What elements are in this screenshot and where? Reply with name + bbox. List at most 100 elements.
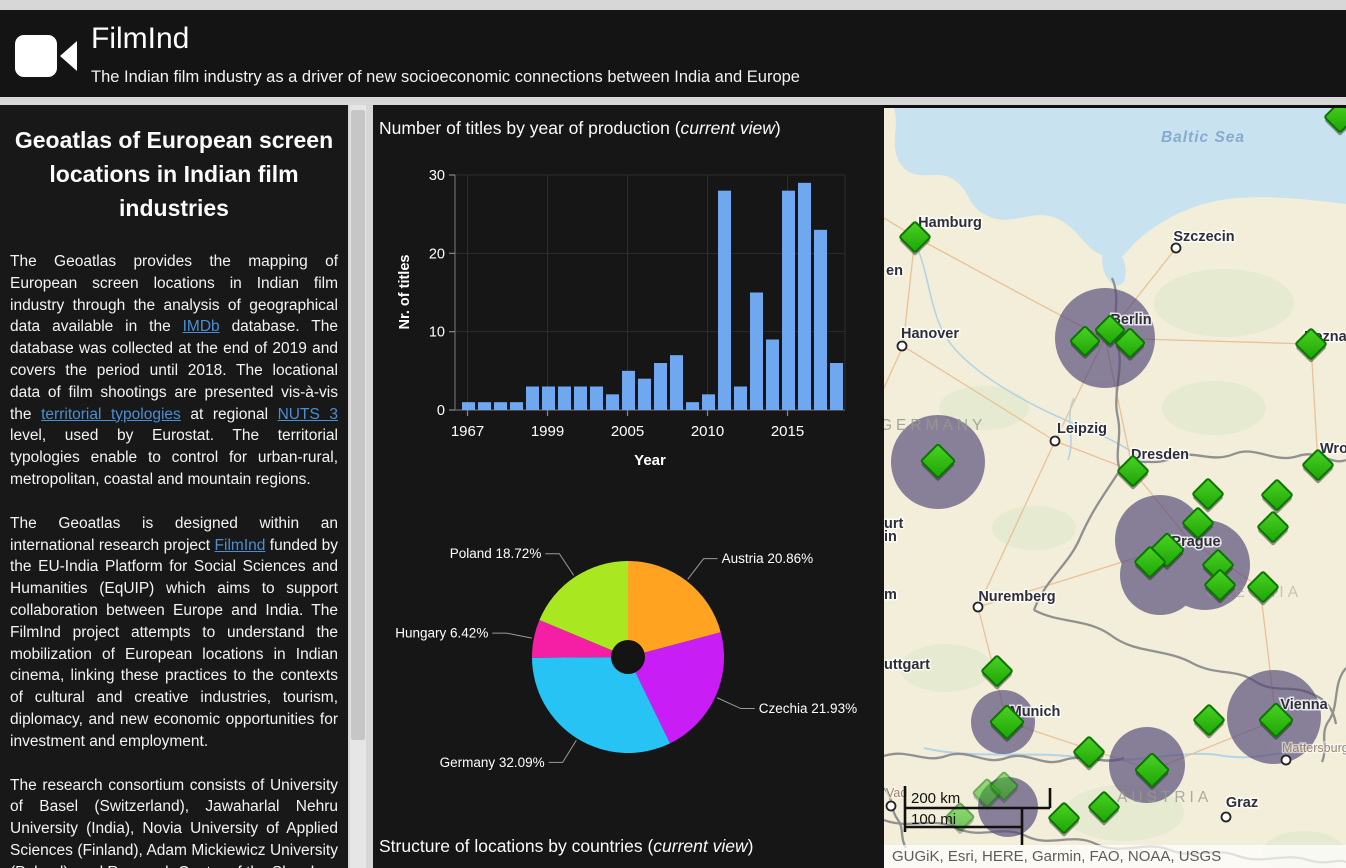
bar[interactable] bbox=[558, 387, 571, 411]
bar-title-suffix: ) bbox=[775, 118, 781, 138]
sidebar-paragraphs: The Geoatlas provides the mapping of Eur… bbox=[10, 251, 338, 868]
town-marker[interactable] bbox=[898, 342, 907, 351]
charts-panel: Number of titles by year of production (… bbox=[373, 105, 884, 868]
bar[interactable] bbox=[462, 402, 475, 410]
bar-title-italic: current view bbox=[681, 118, 775, 138]
city-label: Hamburg bbox=[918, 215, 982, 231]
scrollbar-thumb[interactable] bbox=[351, 110, 365, 740]
app-header: FilmInd The Indian film industry as a dr… bbox=[0, 10, 1346, 97]
bar[interactable] bbox=[782, 191, 795, 410]
bar[interactable] bbox=[510, 402, 523, 410]
pie-title-suffix: ) bbox=[748, 836, 754, 856]
text-link[interactable]: territorial typologies bbox=[41, 406, 181, 423]
city-label: Vienna bbox=[1280, 697, 1328, 713]
town-marker[interactable] bbox=[1282, 756, 1291, 765]
bar[interactable] bbox=[590, 387, 603, 411]
svg-text:30: 30 bbox=[429, 168, 445, 184]
city-label: Hanover bbox=[901, 326, 959, 342]
bar[interactable] bbox=[718, 191, 731, 410]
bar[interactable] bbox=[766, 340, 779, 411]
paragraph-text: The research consortium consists of Univ… bbox=[10, 777, 338, 868]
bar[interactable] bbox=[654, 363, 667, 410]
sidebar-paragraph: The Geoatlas provides the mapping of Eur… bbox=[10, 251, 338, 491]
paragraph-text: funded by the EU-India Platform for Soci… bbox=[10, 537, 338, 750]
city-label: Nuremberg bbox=[978, 589, 1055, 605]
city-label: Dresden bbox=[1131, 447, 1189, 463]
bar[interactable] bbox=[686, 402, 699, 410]
sidebar-title: Geoatlas of European screen locations in… bbox=[12, 123, 336, 225]
sidebar-paragraph: The research consortium consists of Univ… bbox=[10, 775, 338, 868]
map-attribution: GUGiK, Esri, HERE, Garmin, FAO, NOAA, US… bbox=[884, 845, 1346, 868]
bar[interactable] bbox=[734, 387, 747, 411]
sidebar-paragraph: The Geoatlas is designed within an inter… bbox=[10, 513, 338, 753]
app-subtitle: The Indian film industry as a driver of … bbox=[91, 68, 800, 87]
city-label-partial: in bbox=[884, 529, 897, 545]
bar[interactable] bbox=[606, 394, 619, 410]
svg-text:Nr. of titles: Nr. of titles bbox=[397, 255, 413, 330]
text-link[interactable]: FilmInd bbox=[215, 537, 266, 554]
city-label: Leipzig bbox=[1057, 421, 1107, 437]
map-canvas[interactable]: Baltic Sea GERMANYCZECHIAAUSTRIA Hamburg… bbox=[884, 108, 1346, 868]
pie-title-italic: current view bbox=[653, 836, 747, 856]
pie-label: Germany 32.09% bbox=[440, 755, 545, 770]
pie-label: Austria 20.86% bbox=[722, 551, 814, 566]
town-marker[interactable] bbox=[1172, 244, 1181, 253]
app-title: FilmInd bbox=[91, 22, 189, 56]
city-label-partial: m bbox=[884, 587, 897, 603]
country-label: GERMANY bbox=[884, 417, 986, 434]
town-label: Mattersburg bbox=[1282, 741, 1346, 755]
pie-label: Czechia 21.93% bbox=[759, 701, 857, 716]
svg-text:20: 20 bbox=[429, 246, 445, 262]
town-marker[interactable] bbox=[974, 603, 983, 612]
paragraph-text: at regional bbox=[181, 406, 278, 423]
bar-chart-title: Number of titles by year of production (… bbox=[379, 118, 781, 139]
bar[interactable] bbox=[750, 293, 763, 411]
svg-text:10: 10 bbox=[429, 325, 445, 341]
svg-text:2010: 2010 bbox=[691, 423, 724, 440]
sidebar-scrollbar[interactable] bbox=[350, 105, 366, 868]
town-marker[interactable] bbox=[1051, 437, 1060, 446]
bar[interactable] bbox=[814, 230, 827, 410]
scale-km-label: 200 km bbox=[911, 790, 960, 807]
pie-title-prefix: Structure of locations by countries ( bbox=[379, 836, 653, 856]
video-camera-icon bbox=[14, 30, 80, 82]
bar-chart[interactable]: 0 10 20 30 1967 1999 2005 2010 2015 Year Nr. of ti… bbox=[373, 160, 884, 480]
city-label-partial: en bbox=[886, 263, 903, 279]
bar[interactable] bbox=[478, 402, 491, 410]
svg-text:1999: 1999 bbox=[531, 423, 564, 440]
pie-label: Poland 18.72% bbox=[450, 546, 542, 561]
pie-chart-title: Structure of locations by countries (cur… bbox=[379, 836, 753, 857]
scale-mi-label: 100 mi bbox=[911, 811, 956, 828]
text-link[interactable]: IMDb bbox=[183, 318, 220, 335]
bar[interactable] bbox=[670, 355, 683, 410]
bar-title-prefix: Number of titles by year of production ( bbox=[379, 118, 681, 138]
city-label: Szczecin bbox=[1173, 229, 1234, 245]
svg-text:1967: 1967 bbox=[451, 423, 484, 440]
city-label-partial: uttgart bbox=[884, 657, 930, 673]
map-panel[interactable]: Baltic Sea GERMANYCZECHIAAUSTRIA Hamburg… bbox=[884, 105, 1346, 868]
bar[interactable] bbox=[798, 183, 811, 410]
text-link[interactable]: NUTS 3 bbox=[278, 406, 338, 423]
bar[interactable] bbox=[622, 371, 635, 410]
bar[interactable] bbox=[574, 387, 587, 411]
svg-text:0: 0 bbox=[437, 403, 445, 419]
svg-text:Year: Year bbox=[634, 452, 666, 469]
svg-text:2005: 2005 bbox=[611, 423, 644, 440]
svg-text:2015: 2015 bbox=[771, 423, 804, 440]
pie-chart[interactable]: Austria 20.86% Czechia 21.93% Germany 32.0… bbox=[373, 515, 884, 815]
bar[interactable] bbox=[702, 394, 715, 410]
sidebar-description-panel: Geoatlas of European screen locations in… bbox=[0, 105, 348, 868]
pie-label: Hungary 6.42% bbox=[395, 626, 488, 641]
bar[interactable] bbox=[494, 402, 507, 410]
bar[interactable] bbox=[542, 387, 555, 411]
sea-label: Baltic Sea bbox=[1161, 129, 1245, 146]
bar[interactable] bbox=[526, 387, 539, 411]
filmind-dashboard: FilmInd The Indian film industry as a dr… bbox=[0, 0, 1346, 868]
bar[interactable] bbox=[830, 363, 843, 410]
bar[interactable] bbox=[638, 379, 651, 410]
paragraph-text: level, used by Eurostat. The territorial… bbox=[10, 427, 338, 488]
town-marker[interactable] bbox=[1222, 813, 1231, 822]
city-label: Graz bbox=[1226, 795, 1258, 811]
country-label: AUSTRIA bbox=[1117, 789, 1212, 806]
town-marker[interactable] bbox=[887, 802, 896, 811]
